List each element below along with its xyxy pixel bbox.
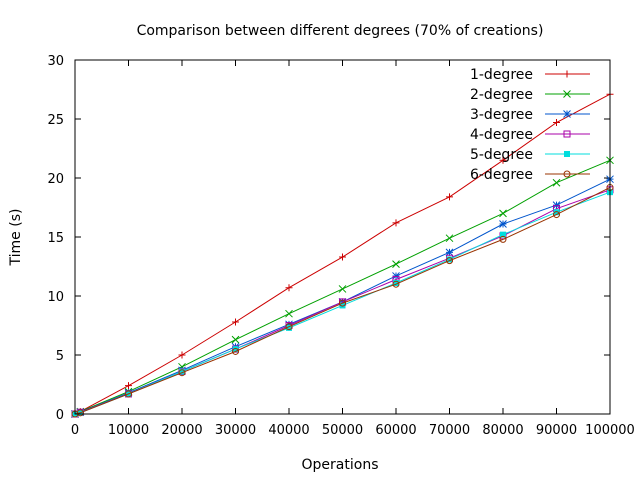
series-line [74, 178, 611, 415]
legend-label: 3-degree [470, 107, 533, 123]
data-point [445, 234, 454, 243]
legend-label: 5-degree [470, 147, 533, 163]
data-point [499, 220, 507, 228]
data-point [178, 351, 186, 359]
data-point [446, 193, 453, 201]
y-tick-label: 5 [56, 349, 64, 364]
legend-marker [563, 170, 571, 178]
legend-item: 3-degree [470, 107, 590, 123]
data-point [286, 324, 292, 331]
data-point [285, 320, 293, 329]
y-axis-label: Time (s) [8, 209, 24, 267]
data-point [338, 285, 347, 293]
chart-title: Comparison between different degrees (70… [137, 23, 544, 39]
data-point [499, 156, 507, 164]
x-tick-label: 10000 [108, 423, 149, 438]
legend-label: 4-degree [470, 127, 533, 143]
y-tick-label: 0 [56, 408, 64, 423]
x-tick-label: 0 [71, 423, 79, 438]
data-point [393, 280, 399, 287]
series-3 [71, 175, 614, 418]
data-point [392, 272, 400, 280]
legend-label: 6-degree [470, 167, 533, 183]
legend-label: 2-degree [470, 87, 533, 103]
data-point [445, 248, 454, 257]
data-point [285, 323, 293, 331]
legend-item: 1-degree [470, 67, 590, 83]
data-point [339, 302, 346, 309]
data-point [553, 211, 560, 219]
x-tick-label: 60000 [375, 423, 416, 438]
series-2 [71, 156, 614, 418]
data-point [125, 390, 132, 398]
legend-marker [563, 70, 571, 78]
data-point [446, 256, 453, 263]
series-layer [71, 90, 614, 418]
series-line [74, 186, 611, 415]
data-point [500, 231, 506, 238]
data-point [125, 382, 132, 390]
x-tick-label: 20000 [161, 423, 202, 438]
legend-marker [563, 110, 571, 118]
x-tick-label: 40000 [268, 423, 309, 438]
data-point [392, 219, 400, 227]
data-point [231, 335, 240, 344]
x-tick-label: 90000 [536, 423, 577, 438]
data-point [285, 309, 293, 318]
x-tick-label: 30000 [215, 423, 256, 438]
x-tick-label: 100000 [585, 423, 635, 438]
x-tick-label: 80000 [482, 423, 523, 438]
x-tick-label: 70000 [429, 423, 470, 438]
data-point [232, 318, 239, 326]
data-point [179, 368, 185, 375]
y-tick-label: 20 [47, 172, 64, 187]
data-point [232, 346, 239, 353]
legend-marker [564, 151, 570, 157]
y-tick-label: 30 [47, 54, 64, 69]
x-axis-label: Operations [302, 457, 379, 473]
data-point [232, 347, 239, 355]
legend-marker [563, 90, 571, 98]
axis-ticks: 0 10000 20000 30000 40000 50000 60000 70000 8000… [47, 54, 634, 438]
legend-label: 1-degree [470, 67, 533, 83]
data-point [553, 119, 560, 127]
legend-marker [563, 130, 571, 138]
data-point [552, 201, 561, 209]
data-point [76, 409, 84, 417]
legend-item: 6-degree [470, 167, 590, 183]
plot-frame [74, 59, 611, 415]
y-tick-label: 15 [47, 231, 64, 246]
data-point [553, 209, 560, 216]
data-point [446, 257, 453, 265]
y-tick-label: 10 [47, 290, 64, 305]
legend-item: 2-degree [470, 87, 590, 103]
y-tick-label: 25 [47, 113, 64, 128]
legend-item: 5-degree [470, 147, 590, 163]
data-point [178, 369, 186, 377]
data-point [339, 253, 346, 261]
data-point [285, 284, 293, 292]
data-point [499, 209, 507, 218]
x-tick-label: 50000 [322, 423, 363, 438]
data-point [392, 280, 400, 288]
data-point [499, 235, 507, 243]
legend: 1-degree 2-degree 3-degree 4-degree 5-degree… [470, 67, 590, 183]
series-line [74, 93, 611, 415]
series-line [74, 159, 611, 415]
data-point [552, 178, 561, 187]
data-point [392, 260, 400, 268]
legend-item: 4-degree [470, 127, 590, 143]
series-6 [71, 183, 614, 418]
data-point [339, 299, 346, 307]
